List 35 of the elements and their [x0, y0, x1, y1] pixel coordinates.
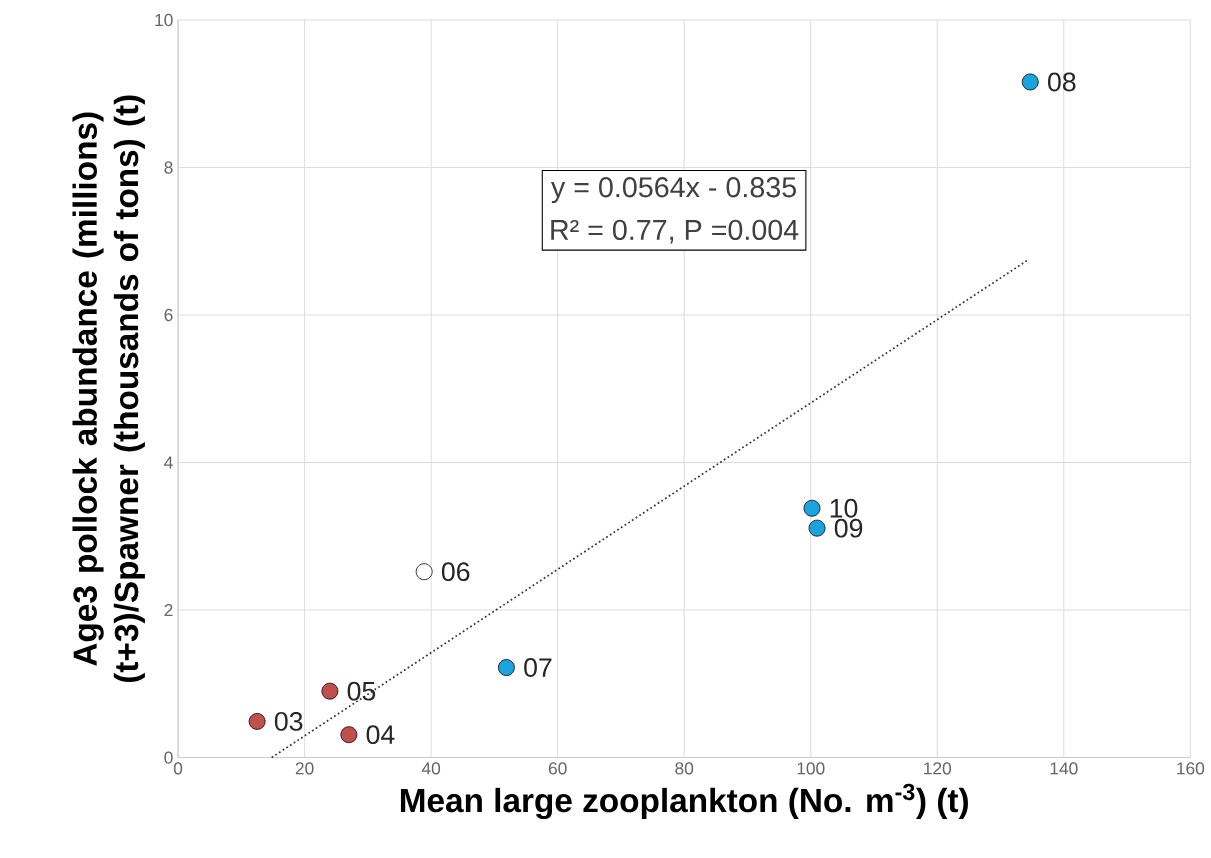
annotation: 06 [441, 562, 470, 582]
point [248, 713, 266, 731]
x-tick-label: 40 [421, 762, 441, 775]
annotation: R² = 0.77, P =0.004 [551, 220, 799, 244]
x-tick-label: 120 [924, 762, 952, 775]
y-tick-label: 0 [164, 751, 173, 764]
x-tick-label: 80 [675, 762, 694, 775]
y-tick-label: 4 [164, 456, 173, 469]
x-tick-label: 140 [1050, 762, 1078, 775]
x-tick-label: 100 [797, 762, 825, 775]
annotation: 09 [834, 518, 863, 538]
annotation: 08 [1048, 72, 1076, 92]
y-tick-label: 10 [155, 14, 173, 27]
point [321, 682, 339, 700]
annotation: y = 0.0564x - 0.835 [550, 177, 796, 204]
y-tick-label: 8 [164, 161, 173, 174]
annotation: 05 [347, 681, 376, 701]
x-tick-label: 60 [548, 762, 567, 775]
y-tick-label: 6 [164, 309, 173, 322]
point [803, 500, 821, 517]
point [1021, 73, 1039, 91]
annotation: 03 [274, 712, 303, 732]
point [415, 563, 433, 581]
y-tick-label: 2 [164, 604, 173, 617]
x-axis-title: Mean large zooplankton (No. m$^{-3}$) (t) [400, 783, 968, 820]
point [808, 519, 826, 537]
x-tick-label: 0 [173, 762, 183, 775]
point [340, 726, 358, 744]
x-tick-label: 160 [1177, 762, 1205, 775]
point [498, 659, 515, 677]
x-tick-label: 20 [295, 762, 314, 775]
y-axis-title: Age3 pollock abundance (millions) (t+3)/Spawner (thousands of tons) (t) [72, 95, 145, 683]
annotation: 10 [830, 499, 858, 518]
annotation: 04 [366, 725, 395, 745]
annotation: 07 [524, 658, 552, 678]
